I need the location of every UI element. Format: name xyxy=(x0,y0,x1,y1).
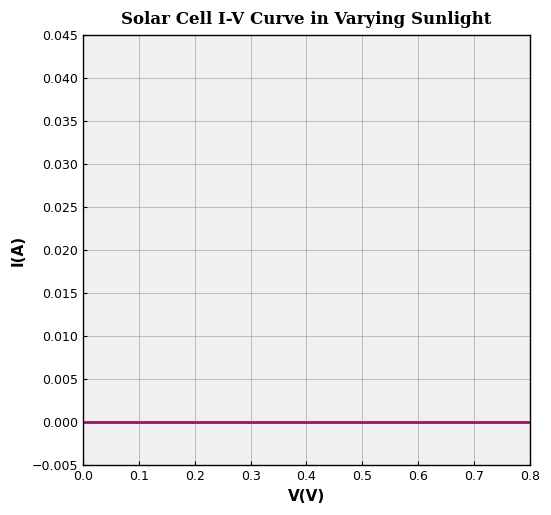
X-axis label: V(V): V(V) xyxy=(288,489,325,504)
Title: Solar Cell I-V Curve in Varying Sunlight: Solar Cell I-V Curve in Varying Sunlight xyxy=(121,11,491,28)
Y-axis label: I(A): I(A) xyxy=(11,235,26,266)
